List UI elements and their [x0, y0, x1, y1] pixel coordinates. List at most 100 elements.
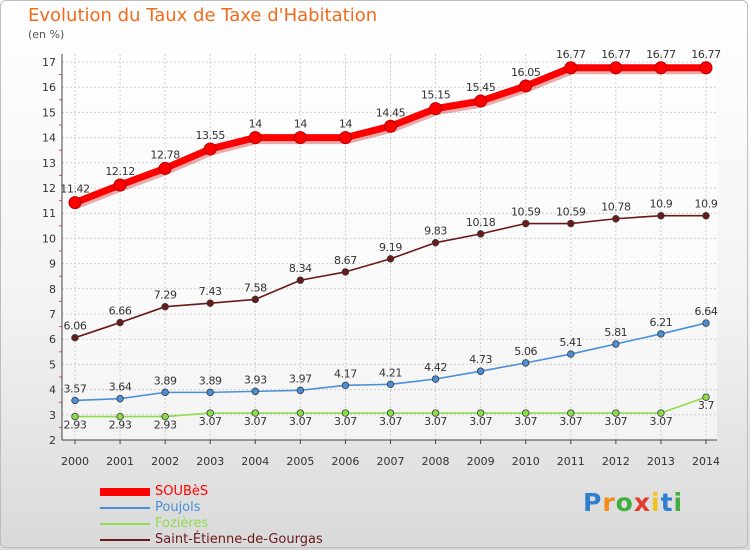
- data-label: 12.12: [105, 165, 135, 178]
- data-label: 12.78: [150, 148, 180, 161]
- data-point: [248, 131, 262, 145]
- data-point: [161, 412, 169, 421]
- data-label: 14.45: [376, 106, 406, 119]
- legend-swatch: [100, 539, 150, 541]
- data-label: 8.34: [289, 262, 312, 275]
- legend-item: Poujols: [100, 500, 400, 516]
- y-tick-label: 17: [42, 56, 56, 69]
- chart-unit: (en %): [28, 28, 65, 41]
- data-point: [116, 318, 124, 327]
- data-point: [609, 61, 623, 75]
- data-point: [113, 178, 127, 192]
- data-label: 3.07: [289, 415, 312, 428]
- data-label: 9.19: [379, 241, 402, 254]
- data-point: [702, 393, 710, 401]
- data-label: 3.07: [334, 415, 357, 428]
- legend-swatch: [100, 523, 150, 525]
- legend-swatch: [100, 488, 150, 496]
- logo-letter: i: [651, 488, 661, 517]
- data-label: 4.17: [334, 367, 357, 380]
- data-label: 2.93: [109, 419, 132, 432]
- data-point: [429, 102, 443, 116]
- data-point: [251, 295, 259, 304]
- y-tick-label: 10: [42, 232, 56, 245]
- data-point: [386, 380, 395, 389]
- x-tick-label: 2008: [422, 455, 450, 468]
- logo-letter: t: [660, 488, 674, 517]
- x-tick-label: 2004: [241, 455, 269, 468]
- data-label: 2.93: [64, 419, 87, 432]
- logo-letter: o: [615, 488, 634, 517]
- data-label: 10.78: [601, 201, 631, 214]
- data-point: [341, 268, 350, 276]
- chart-legend: SOUBèS Poujols Fozières Saint-Étienne-de-Go…: [100, 484, 400, 548]
- y-tick-label: 6: [49, 333, 56, 346]
- data-point: [519, 79, 533, 93]
- data-point: [612, 340, 620, 348]
- data-label: 4.73: [469, 353, 492, 366]
- data-label: 6.21: [649, 316, 672, 329]
- logo-letter: r: [602, 488, 616, 517]
- data-point: [203, 142, 217, 156]
- data-point: [567, 409, 575, 417]
- data-point: [251, 387, 259, 396]
- legend-label: SOUBèS: [155, 484, 209, 499]
- data-point: [657, 212, 665, 220]
- data-label: 8.67: [334, 254, 357, 267]
- data-point: [567, 219, 575, 228]
- data-label: 3.89: [199, 374, 222, 387]
- data-point: [476, 367, 485, 375]
- data-point: [338, 131, 352, 145]
- x-tick-label: 2011: [557, 455, 585, 468]
- y-tick-label: 4: [49, 384, 56, 397]
- y-tick-label: 16: [42, 81, 56, 94]
- data-label: 6.06: [64, 320, 87, 333]
- x-tick-label: 2014: [692, 455, 720, 468]
- data-label: 3.07: [424, 415, 447, 428]
- data-point: [612, 409, 620, 417]
- y-tick-label: 15: [42, 106, 56, 119]
- x-tick-label: 2002: [151, 455, 179, 468]
- data-point: [474, 94, 488, 108]
- y-tick-label: 12: [42, 182, 56, 195]
- proxiti-logo: Proxiti: [583, 488, 683, 517]
- data-label: 5.81: [604, 326, 627, 339]
- legend-item: SOUBèS: [100, 484, 400, 500]
- legend-label: Poujols: [155, 500, 201, 515]
- data-point: [296, 386, 305, 395]
- data-point: [522, 359, 530, 367]
- data-label: 15.45: [466, 81, 496, 94]
- data-point: [702, 319, 710, 327]
- data-label: 16.77: [691, 48, 721, 61]
- data-point: [206, 409, 214, 417]
- data-point: [431, 409, 440, 417]
- x-tick-label: 2013: [647, 455, 675, 468]
- data-point: [654, 61, 668, 75]
- data-point: [71, 412, 79, 421]
- data-label: 10.59: [556, 206, 586, 219]
- data-point: [476, 409, 485, 417]
- data-point: [158, 161, 172, 175]
- legend-label: Fozières: [155, 516, 209, 531]
- x-tick-label: 2009: [467, 455, 495, 468]
- data-point: [296, 409, 305, 417]
- logo-letter: x: [633, 488, 651, 517]
- data-label: 6.66: [109, 305, 132, 318]
- data-label: 3.07: [244, 415, 267, 428]
- data-point: [116, 394, 124, 403]
- chart-title: Evolution du Taux de Taxe d'Habitation: [28, 5, 378, 26]
- data-point: [384, 119, 397, 133]
- data-point: [341, 409, 350, 417]
- data-label: 10.9: [695, 198, 718, 211]
- data-label: 7.43: [199, 285, 222, 298]
- y-tick-label: 8: [49, 283, 56, 296]
- y-tick-label: 2: [49, 434, 56, 447]
- data-label: 3.07: [604, 415, 627, 428]
- data-label: 3.07: [559, 415, 582, 428]
- plot-area: [62, 54, 717, 440]
- x-tick-label: 2010: [512, 455, 540, 468]
- data-point: [71, 333, 79, 342]
- x-tick-label: 2012: [602, 455, 630, 468]
